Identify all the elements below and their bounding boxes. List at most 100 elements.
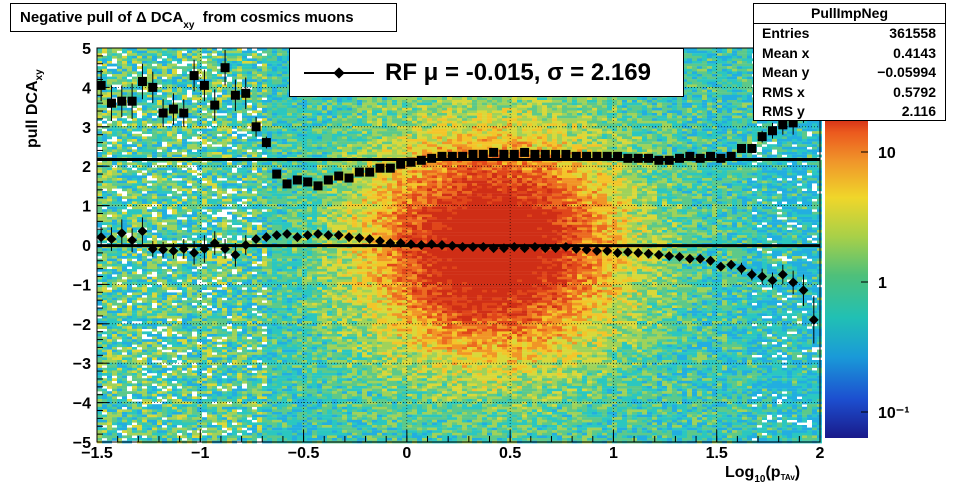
mean-point — [478, 242, 489, 252]
stats-value: 0.5792 — [893, 83, 936, 103]
y-tick-label: −2 — [73, 317, 91, 334]
x-tick-label: 1 — [609, 445, 618, 462]
chart-title-box: Negative pull of Δ DCAxy from cosmics mu… — [10, 3, 397, 32]
mean-point — [509, 242, 520, 252]
stats-key: Mean y — [762, 63, 809, 83]
sigma-point — [530, 149, 540, 159]
colorbar-label-1: 1 — [878, 275, 887, 292]
sigma-point — [158, 108, 168, 118]
sigma-point — [447, 151, 457, 161]
mean-point — [189, 247, 200, 258]
y-axis-label: pull DCAxy — [24, 69, 45, 148]
sigma-point — [602, 151, 612, 161]
mean-point — [808, 314, 819, 325]
mean-point — [777, 269, 788, 280]
sigma-point — [199, 80, 209, 90]
mean-point — [313, 229, 323, 239]
mean-point — [406, 239, 416, 250]
sigma-point — [416, 155, 426, 165]
sigma-point — [303, 177, 313, 187]
mean-point — [261, 232, 272, 243]
ylabel-main: pull DCA — [24, 80, 41, 148]
sigma-point — [344, 173, 354, 183]
mean-point — [488, 243, 499, 254]
sigma-point — [706, 151, 716, 161]
xlabel-sub: 10 — [754, 474, 765, 485]
sigma-point — [437, 151, 447, 161]
sigma-point — [551, 149, 561, 159]
mean-point — [137, 226, 148, 237]
sigma-point — [282, 179, 292, 189]
mean-point — [581, 244, 592, 255]
sigma-point — [509, 149, 519, 159]
stats-row-entries: Entries 361558 — [754, 24, 945, 44]
chart-title: Negative pull of Δ DCAxy from cosmics mu… — [20, 9, 354, 31]
sigma-point — [375, 163, 385, 173]
mean-point — [364, 234, 375, 245]
sigma-point — [489, 147, 499, 157]
mean-point — [571, 243, 582, 254]
sigma-point — [210, 100, 220, 110]
mean-point — [344, 232, 354, 243]
sigma-point — [675, 153, 685, 163]
y-tick-labels: −5 −4 −3 −2 −1 0 1 2 3 4 5 — [73, 41, 91, 452]
stats-row-mean-x: Mean x 0.4143 — [754, 44, 945, 64]
sigma-point — [613, 151, 623, 161]
sigma-point — [478, 149, 488, 159]
mean-point — [602, 245, 613, 256]
mean-point — [746, 269, 757, 280]
mean-point — [437, 240, 447, 250]
sigma-point — [323, 175, 333, 185]
x-tick-label: 2 — [816, 445, 825, 462]
mean-point — [726, 259, 737, 270]
y-tick-label: 3 — [82, 120, 91, 137]
sigma-point — [540, 149, 550, 159]
sigma-point — [189, 71, 199, 81]
stats-value: −0.05994 — [877, 63, 936, 83]
sigma-point — [385, 163, 395, 173]
mean-point — [447, 240, 458, 251]
mean-point — [715, 261, 726, 272]
sigma-point — [137, 76, 147, 86]
mean-point — [178, 243, 189, 254]
sigma-point — [334, 171, 344, 181]
sigma-point — [664, 155, 674, 165]
stats-row-mean-y: Mean y −0.05994 — [754, 63, 945, 83]
mean-point — [271, 230, 282, 241]
sigma-point — [354, 167, 364, 177]
mean-point — [468, 242, 478, 252]
xlabel-sub2: TAv — [781, 473, 795, 482]
stats-key: RMS x — [762, 83, 805, 103]
title-suffix: from cosmics muons — [203, 9, 354, 26]
y-tick-label: −3 — [73, 356, 91, 373]
ylabel-sub: xy — [34, 69, 45, 80]
mean-point — [622, 247, 633, 258]
title-sub: xy — [183, 20, 194, 31]
mean-point — [240, 240, 251, 250]
x-tick-labels: −1.5 −1 −0.5 0 0.5 1 1.5 2 — [81, 445, 824, 462]
x-tick-label: 1.5 — [706, 445, 728, 462]
sigma-point — [644, 153, 654, 163]
sigma-point — [96, 80, 106, 90]
mean-point — [127, 235, 138, 246]
sigma-point — [788, 118, 798, 128]
stats-value: 2.116 — [902, 102, 936, 122]
legend-marker — [304, 67, 374, 79]
colorbar — [825, 113, 868, 438]
x-tick-label: −1 — [191, 445, 209, 462]
axis-ticks — [96, 47, 821, 443]
sigma-point — [251, 122, 261, 132]
sigma-point — [582, 151, 592, 161]
mean-point — [354, 232, 365, 243]
stats-key: Entries — [762, 24, 809, 44]
y-tick-label: 2 — [82, 159, 91, 176]
sigma-point — [468, 149, 478, 159]
sigma-point — [168, 104, 178, 114]
sigma-point — [726, 151, 736, 161]
sigma-point — [148, 82, 158, 92]
sigma-point — [220, 63, 230, 73]
mean-point — [292, 232, 303, 243]
sigma-point — [737, 143, 747, 153]
sigma-point — [313, 181, 323, 191]
sigma-point — [406, 157, 416, 167]
